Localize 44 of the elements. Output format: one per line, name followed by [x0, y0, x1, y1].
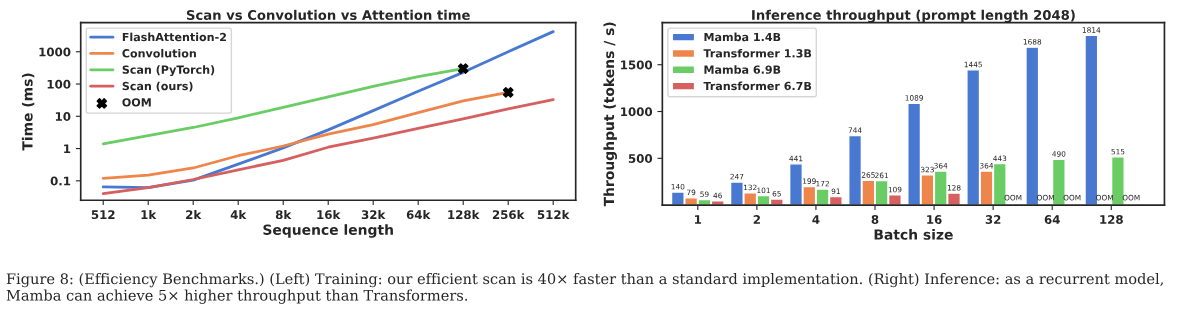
- x-tick-label: 64k: [406, 209, 431, 220]
- x-tick-label: 128k: [448, 209, 480, 220]
- x-tick-label: 1k: [141, 209, 157, 219]
- x-tick-label: 64: [1044, 215, 1060, 224]
- y-tick-label: 1: [64, 144, 71, 154]
- x-tick-label: 256k: [492, 209, 525, 220]
- legend-label: FlashAttention-2: [122, 32, 226, 42]
- chart-title: Scan vs Convolution vs Attention time: [186, 9, 470, 21]
- x-tick-label: 16k: [317, 209, 341, 220]
- y-axis-title: Throughput (tokens / s): [603, 22, 617, 207]
- y-tick-label: 1000: [39, 47, 71, 57]
- x-tick-label: 512: [91, 210, 115, 220]
- legend-label: OOM: [122, 98, 151, 107]
- x-tick-label: 16: [927, 215, 942, 224]
- x-tick-label: 32k: [361, 209, 386, 220]
- x-tick-label: 1: [695, 215, 702, 224]
- line-series: [101, 98, 555, 196]
- y-axis-title: Time (ms): [21, 73, 35, 151]
- legend-label: Scan (ours): [122, 81, 193, 92]
- legend-label: Mamba 1.4B: [704, 32, 781, 42]
- x-axis-title: Batch size: [874, 229, 953, 240]
- y-tick-label: 1500: [621, 60, 653, 70]
- x-tick-label: 8: [871, 215, 879, 224]
- y-tick-label: 500: [628, 154, 653, 163]
- caption: Figure 8: (Efficiency Benchmarks.) (Left) Training: our efficient scan is 40× faster than a standard implementation. (Right) Inference: as a recurrent model, Mamba can achieve 5× higher throughput than Transformers.: [6, 272, 1163, 304]
- x-axis-title: Sequence length: [263, 224, 393, 238]
- x-tick-label: 128: [1100, 215, 1123, 224]
- x-tick-label: 32: [985, 215, 1001, 224]
- x-tick-label: 8k: [275, 209, 292, 220]
- x-tick-label: 512k: [537, 209, 570, 220]
- y-tick-label: 100: [47, 79, 71, 89]
- y-tick-label: 0.1: [50, 176, 71, 186]
- x-tick-label: 4k: [230, 209, 247, 219]
- legend-label: Transformer 6.7B: [703, 81, 812, 91]
- legend-label: Transformer 1.3B: [703, 48, 812, 58]
- legend-label: Convolution: [122, 48, 196, 58]
- y-tick-label: 1000: [621, 107, 653, 117]
- legend-label: Scan (PyTorch): [122, 65, 215, 77]
- y-tick-label: 10: [55, 112, 71, 121]
- x-tick-label: 4: [812, 215, 820, 224]
- x-tick-label: 2k: [186, 209, 202, 219]
- chart-title: Inference throughput (prompt length 2048): [752, 9, 1075, 23]
- x-tick-label: 2: [753, 215, 760, 224]
- legend-label: Mamba 6.9B: [704, 65, 781, 74]
